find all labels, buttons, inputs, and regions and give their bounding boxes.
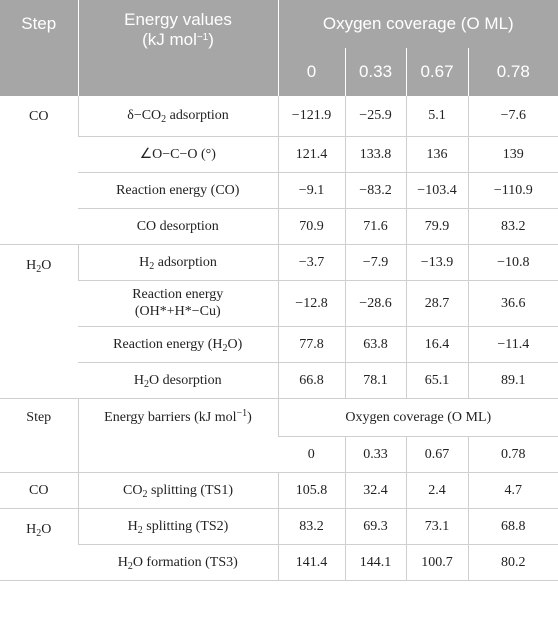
table-row: H2O formation (TS3) 141.4 144.1 100.7 80…: [0, 544, 558, 581]
table-cell: −110.9: [467, 172, 558, 209]
table-cell: 70.9: [277, 208, 345, 245]
step-h2o: H2O: [0, 244, 78, 399]
table-cell: 77.8: [277, 326, 345, 363]
table-cell: 83.2: [467, 208, 558, 245]
table-cell: 2.4: [405, 472, 468, 509]
table-cell: 71.6: [344, 208, 406, 245]
table-cell: 65.1: [405, 362, 468, 399]
table-cell: −10.8: [467, 244, 558, 281]
table-cell: −28.6: [344, 280, 406, 327]
table-cell: −103.4: [405, 172, 468, 209]
header-coverage: 0.78: [467, 48, 558, 96]
table-cell: 144.1: [344, 544, 406, 581]
row-label: CO desorption: [78, 208, 278, 245]
table-cell: 121.4: [277, 136, 345, 173]
barrier-coverage: 0.33: [344, 436, 406, 473]
row-label: CO2 splitting (TS1): [77, 472, 278, 509]
table-row: Reaction energy (CO) −9.1 −83.2 −103.4 −…: [0, 172, 558, 209]
barrier-header-row: Step Energy barriers (kJ mol−1) Oxygen c…: [0, 398, 558, 473]
table-cell: 105.8: [277, 472, 345, 509]
step-co: CO: [0, 96, 78, 245]
table-cell: 136: [405, 136, 468, 173]
table-cell: −121.9: [277, 96, 345, 137]
table-cell: 79.9: [405, 208, 468, 245]
table-row: H2O H2 adsorption −3.7 −7.9 −13.9 −10.8: [0, 244, 558, 399]
table-cell: 66.8: [277, 362, 345, 399]
table-row: Reaction energy (H2O) 77.8 63.8 16.4 −11…: [0, 326, 558, 363]
row-label: H2 splitting (TS2): [77, 508, 278, 545]
table-cell: 100.7: [405, 544, 468, 581]
table-cell: 89.1: [467, 362, 558, 399]
table-cell: −13.9: [405, 244, 468, 281]
table-row: CO CO2 splitting (TS1) 105.8 32.4 2.4 4.…: [0, 472, 558, 509]
table-row: CO δ−CO2 adsorption −121.9 −25.9 5.1 −7.…: [0, 96, 558, 245]
table-cell: 63.8: [344, 326, 406, 363]
table-cell: −7.6: [467, 96, 558, 137]
header-energy-values: Energy values (kJ mol−1): [77, 0, 278, 96]
header-step: Step: [0, 0, 78, 96]
table-row: ∠O−C−O (°) 121.4 133.8 136 139: [0, 136, 558, 173]
table-cell: −25.9: [344, 96, 406, 137]
table-row: H2O H2 splitting (TS2) 83.2 69.3 73.1 68…: [0, 508, 558, 581]
table-cell: 80.2: [467, 544, 558, 581]
barrier-step-h2o: H2O: [0, 508, 78, 581]
table-cell: 133.8: [344, 136, 406, 173]
barrier-coverage: 0.67: [405, 436, 468, 473]
table-cell: −7.9: [344, 244, 406, 281]
barrier-coverage: 0: [278, 436, 345, 473]
header-oxygen-coverage: Oxygen coverage (O ML): [277, 0, 558, 48]
table-cell: 4.7: [467, 472, 558, 509]
table-cell: 141.4: [277, 544, 345, 581]
energy-table: Step Energy values (kJ mol−1) Oxygen cov…: [0, 0, 558, 581]
row-label: H2O formation (TS3): [78, 544, 278, 581]
table-cell: −12.8: [277, 280, 345, 327]
table-cell: 32.4: [344, 472, 406, 509]
table-cell: 69.3: [344, 508, 406, 545]
table-cell: −9.1: [277, 172, 345, 209]
table-cell: 78.1: [344, 362, 406, 399]
barrier-header-step: Step: [0, 398, 78, 473]
table-cell: 83.2: [277, 508, 345, 545]
table-cell: 5.1: [405, 96, 468, 137]
table-row: Reaction energy (OH*+H*−Cu) −12.8 −28.6 2…: [0, 280, 558, 327]
header-coverage: 0: [277, 48, 345, 96]
barrier-step-co: CO: [0, 472, 78, 509]
barrier-coverage: 0.78: [467, 436, 558, 473]
row-label: H2 adsorption: [77, 244, 278, 281]
table-cell: −83.2: [344, 172, 406, 209]
table-row: H2O desorption 66.8 78.1 65.1 89.1: [0, 362, 558, 399]
table-row: CO desorption 70.9 71.6 79.9 83.2: [0, 208, 558, 245]
table-cell: 16.4: [405, 326, 468, 363]
table-cell: 28.7: [405, 280, 468, 327]
table-cell: −3.7: [277, 244, 345, 281]
row-label: ∠O−C−O (°): [78, 136, 278, 173]
barrier-header-oxygen-coverage: Oxygen coverage (O ML): [277, 398, 558, 437]
table-cell: −11.4: [467, 326, 558, 363]
table-cell: 73.1: [405, 508, 468, 545]
row-label: Reaction energy (H2O): [78, 326, 278, 363]
table-cell: 68.8: [467, 508, 558, 545]
barrier-header-energy: Energy barriers (kJ mol−1): [77, 398, 278, 473]
row-label: Reaction energy (OH*+H*−Cu): [78, 280, 278, 327]
header-coverage: 0.33: [344, 48, 406, 96]
row-label: Reaction energy (CO): [78, 172, 278, 209]
table-cell: 36.6: [467, 280, 558, 327]
header-coverage: 0.67: [405, 48, 468, 96]
table-cell: 139: [467, 136, 558, 173]
barrier-header-coverage-row: 0 0.33 0.67 0.78: [0, 436, 558, 473]
row-label: H2O desorption: [78, 362, 278, 399]
row-label: δ−CO2 adsorption: [77, 96, 278, 137]
